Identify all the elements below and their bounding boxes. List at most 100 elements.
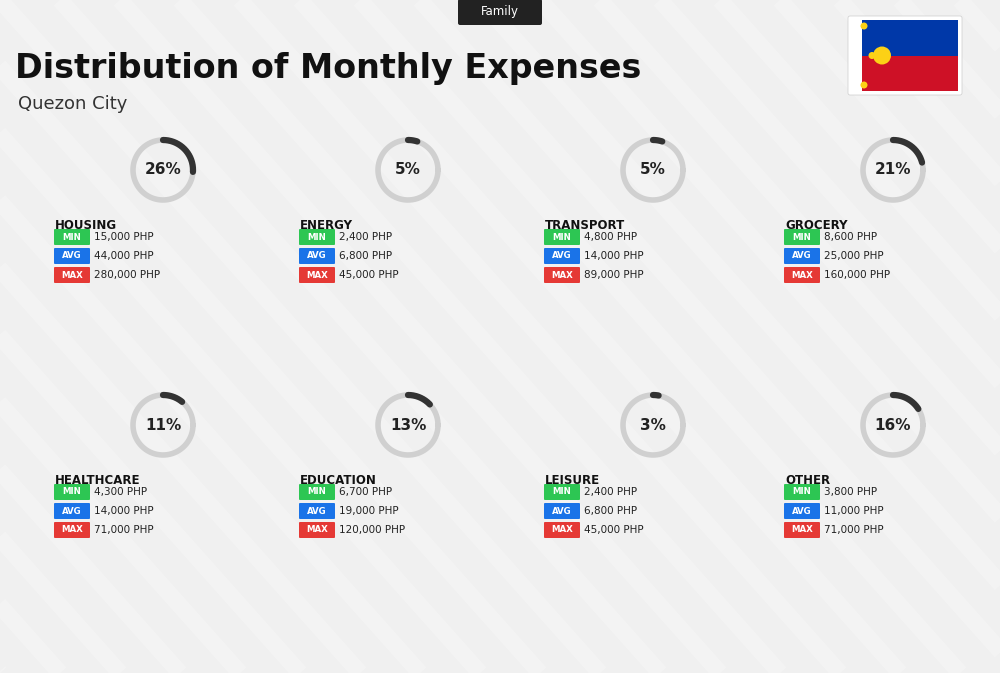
FancyBboxPatch shape [299,484,335,500]
Text: MIN: MIN [553,232,571,242]
Text: 25,000 PHP: 25,000 PHP [824,251,884,261]
Text: AVG: AVG [307,252,327,260]
FancyBboxPatch shape [299,248,335,264]
Circle shape [860,22,868,30]
Text: AVG: AVG [792,507,812,516]
Text: 280,000 PHP: 280,000 PHP [94,270,160,280]
Text: 11%: 11% [145,417,181,433]
FancyBboxPatch shape [784,484,820,500]
Polygon shape [852,20,862,91]
FancyBboxPatch shape [299,229,335,245]
Text: MIN: MIN [308,232,326,242]
Text: LEISURE: LEISURE [545,474,600,487]
FancyBboxPatch shape [299,522,335,538]
Text: 120,000 PHP: 120,000 PHP [339,525,405,535]
Text: MAX: MAX [61,526,83,534]
Text: 14,000 PHP: 14,000 PHP [94,506,154,516]
Text: 2,400 PHP: 2,400 PHP [584,487,637,497]
Text: MIN: MIN [308,487,326,497]
Text: AVG: AVG [552,507,572,516]
FancyBboxPatch shape [544,522,580,538]
Text: MAX: MAX [61,271,83,279]
Text: 71,000 PHP: 71,000 PHP [94,525,154,535]
Text: AVG: AVG [792,252,812,260]
FancyBboxPatch shape [544,484,580,500]
FancyBboxPatch shape [784,248,820,264]
Text: 14,000 PHP: 14,000 PHP [584,251,644,261]
Text: MAX: MAX [791,526,813,534]
Text: AVG: AVG [62,252,82,260]
Text: 19,000 PHP: 19,000 PHP [339,506,399,516]
Text: 5%: 5% [640,162,666,178]
Text: 6,700 PHP: 6,700 PHP [339,487,392,497]
Text: MIN: MIN [793,487,811,497]
Text: GROCERY: GROCERY [785,219,848,232]
Text: 8,600 PHP: 8,600 PHP [824,232,877,242]
Text: TRANSPORT: TRANSPORT [545,219,625,232]
FancyBboxPatch shape [54,267,90,283]
Text: MIN: MIN [63,487,81,497]
Text: 21%: 21% [875,162,911,178]
FancyBboxPatch shape [299,503,335,519]
Text: MAX: MAX [306,526,328,534]
Text: EDUCATION: EDUCATION [300,474,377,487]
Text: OTHER: OTHER [785,474,830,487]
FancyBboxPatch shape [54,229,90,245]
Text: 6,800 PHP: 6,800 PHP [339,251,392,261]
Text: Quezon City: Quezon City [18,95,127,113]
Text: MAX: MAX [551,526,573,534]
FancyBboxPatch shape [54,522,90,538]
Text: ENERGY: ENERGY [300,219,353,232]
Text: MIN: MIN [553,487,571,497]
Text: MIN: MIN [63,232,81,242]
Circle shape [873,46,891,65]
FancyBboxPatch shape [544,248,580,264]
Text: Family: Family [481,5,519,18]
FancyBboxPatch shape [784,503,820,519]
Text: 45,000 PHP: 45,000 PHP [584,525,644,535]
FancyBboxPatch shape [784,522,820,538]
Text: 16%: 16% [875,417,911,433]
Text: 160,000 PHP: 160,000 PHP [824,270,890,280]
Text: 3%: 3% [640,417,666,433]
Text: 2,400 PHP: 2,400 PHP [339,232,392,242]
FancyBboxPatch shape [458,0,542,25]
FancyBboxPatch shape [544,267,580,283]
Text: 15,000 PHP: 15,000 PHP [94,232,154,242]
Text: 45,000 PHP: 45,000 PHP [339,270,399,280]
FancyBboxPatch shape [54,503,90,519]
FancyBboxPatch shape [54,484,90,500]
Polygon shape [862,55,958,91]
Text: 4,300 PHP: 4,300 PHP [94,487,147,497]
Text: MAX: MAX [791,271,813,279]
Text: AVG: AVG [307,507,327,516]
Polygon shape [862,20,958,55]
FancyBboxPatch shape [544,229,580,245]
Text: Distribution of Monthly Expenses: Distribution of Monthly Expenses [15,52,641,85]
Text: MIN: MIN [793,232,811,242]
Text: MAX: MAX [306,271,328,279]
FancyBboxPatch shape [784,267,820,283]
Text: 44,000 PHP: 44,000 PHP [94,251,154,261]
Text: AVG: AVG [552,252,572,260]
Text: 26%: 26% [145,162,181,178]
Text: 11,000 PHP: 11,000 PHP [824,506,884,516]
Text: HOUSING: HOUSING [55,219,117,232]
Text: HEALTHCARE: HEALTHCARE [55,474,140,487]
FancyBboxPatch shape [784,229,820,245]
Text: 71,000 PHP: 71,000 PHP [824,525,884,535]
FancyBboxPatch shape [848,16,962,95]
Text: 4,800 PHP: 4,800 PHP [584,232,637,242]
Text: 3,800 PHP: 3,800 PHP [824,487,877,497]
FancyBboxPatch shape [54,248,90,264]
FancyBboxPatch shape [544,503,580,519]
FancyBboxPatch shape [299,267,335,283]
Text: 5%: 5% [395,162,421,178]
Text: 6,800 PHP: 6,800 PHP [584,506,637,516]
Text: AVG: AVG [62,507,82,516]
Circle shape [868,52,876,59]
Text: MAX: MAX [551,271,573,279]
Text: 89,000 PHP: 89,000 PHP [584,270,644,280]
Circle shape [860,81,868,89]
Text: 13%: 13% [390,417,426,433]
